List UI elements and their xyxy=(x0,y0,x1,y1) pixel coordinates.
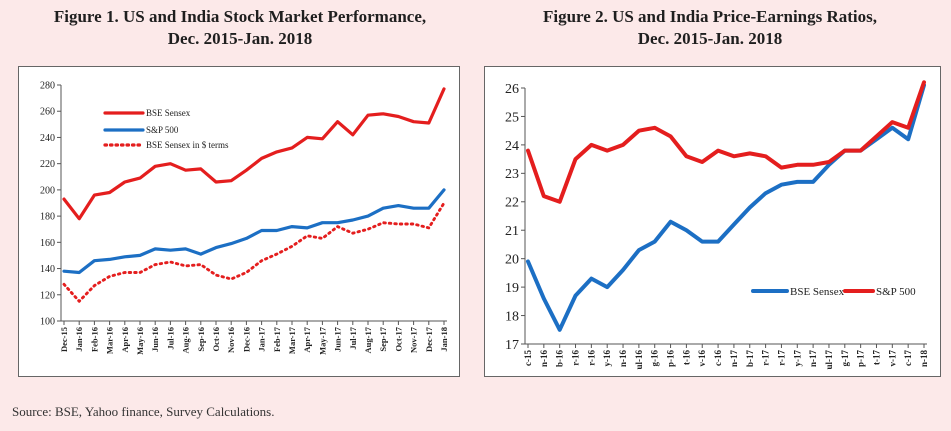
fig1-x-tick-label: May-16 xyxy=(135,327,145,355)
fig1-legend-label-1: S&P 500 xyxy=(146,125,179,135)
fig2-x-tick-label: n-16 xyxy=(539,350,549,368)
fig2-x-tick-label: p-17 xyxy=(856,350,866,368)
fig2-y-tick-label: 17 xyxy=(505,338,519,353)
figure1-title-line2: Dec. 2015-Jan. 2018 xyxy=(167,29,313,48)
fig2-x-tick-label: p-16 xyxy=(666,350,676,368)
fig1-x-tick-label: Dec-16 xyxy=(241,327,251,352)
fig2-y-tick-label: 25 xyxy=(505,110,519,125)
fig2-y-tick-label: 20 xyxy=(505,253,519,268)
fig1-x-tick-label: Jul-17 xyxy=(348,326,358,349)
fig1-x-tick-label: Jun-16 xyxy=(150,327,160,352)
figure2-title: Figure 2. US and India Price-Earnings Ra… xyxy=(485,6,935,50)
fig2-x-tick-label: c-15 xyxy=(523,350,533,366)
fig1-x-tick-label: Jul-16 xyxy=(165,327,175,350)
fig2-x-tick-label: r-17 xyxy=(776,350,786,366)
fig1-y-tick-label: 200 xyxy=(40,185,55,196)
fig1-series-0-line xyxy=(62,87,446,221)
fig2-x-tick-label: v-16 xyxy=(697,350,707,367)
fig1-y-tick-label: 260 xyxy=(40,107,55,118)
figure2-title-line2: Dec. 2015-Jan. 2018 xyxy=(637,29,783,48)
fig2-x-tick-label: ul-16 xyxy=(634,350,644,370)
fig1-x-tick-label: Nov-17 xyxy=(409,326,419,353)
fig2-x-tick-label: c-16 xyxy=(713,350,723,366)
fig2-x-tick-label: c-17 xyxy=(903,350,913,366)
fig1-x-tick-label: Nov-16 xyxy=(226,327,236,353)
figure2-title-line1: Figure 2. US and India Price-Earnings Ra… xyxy=(542,7,878,26)
fig2-y-tick-label: 23 xyxy=(505,167,519,182)
fig2-x-tick-label: ul-17 xyxy=(824,350,834,370)
fig1-x-tick-label: Apr-17 xyxy=(302,326,312,352)
fig2-x-tick-label: b-17 xyxy=(745,350,755,368)
fig1-y-tick-label: 240 xyxy=(40,133,55,144)
fig2-x-tick-label: y-16 xyxy=(602,350,612,367)
fig1-y-tick-label: 180 xyxy=(40,212,55,223)
fig1-x-tick-label: Dec-17 xyxy=(424,326,434,352)
fig2-x-tick-label: t-16 xyxy=(681,350,691,365)
figure2-panel: 17 18 19 20 21 22 23 24 25 26 c-15 n-16 b-16 r-16 r-16… xyxy=(484,66,941,377)
fig2-y-tick-label: 24 xyxy=(505,139,519,154)
fig1-x-tick-label: Mar-16 xyxy=(105,327,115,354)
fig1-x-tick-label: Mar-17 xyxy=(287,326,297,354)
fig2-x-tick-label: b-16 xyxy=(555,350,565,368)
fig1-y-tick-label: 280 xyxy=(40,81,55,92)
fig2-y-tick-label: 22 xyxy=(505,196,519,211)
fig1-x-tick-label: Jan-18 xyxy=(439,327,449,352)
figure2-chart: 17 18 19 20 21 22 23 24 25 26 c-15 n-16 b-16 r-16 r-16… xyxy=(505,80,929,370)
fig1-x-tick-label: Feb-16 xyxy=(89,327,99,352)
fig2-x-tick-label: r-16 xyxy=(571,350,581,366)
fig2-y-tick-label: 21 xyxy=(505,224,519,239)
fig2-x-tick-label: y-17 xyxy=(792,350,802,367)
fig1-x-tick-label: Oct-16 xyxy=(211,327,221,352)
fig1-x-tick-label: Jan-16 xyxy=(74,327,84,352)
fig1-x-tick-label: Apr-16 xyxy=(120,327,130,353)
fig1-x-tick-label: Aug-17 xyxy=(363,326,373,353)
fig1-series-1-line xyxy=(62,188,446,275)
fig2-y-tick-label: 18 xyxy=(505,309,519,324)
fig1-x-tick-label: Jan-17 xyxy=(257,326,267,351)
fig2-x-tick-label: n-16 xyxy=(618,350,628,368)
fig2-x-tick-label: g-17 xyxy=(840,350,850,367)
fig2-x-tick-label: v-17 xyxy=(887,350,897,367)
fig1-x-tick-label: Sep-17 xyxy=(378,326,388,351)
figure1-chart: 100 120 140 160 180 200 220 240 260 280 Dec-15 Jan-… xyxy=(40,81,449,355)
fig2-x-tick-label: r-17 xyxy=(761,350,771,366)
fig1-x-tick-label: Sep-16 xyxy=(196,327,206,352)
fig2-x-tick-label: n-17 xyxy=(729,350,739,368)
fig1-series-2-line xyxy=(62,201,446,303)
source-note: Source: BSE, Yahoo finance, Survey Calcu… xyxy=(12,404,275,419)
figure1-title-line1: Figure 1. US and India Stock Market Perf… xyxy=(53,7,427,26)
fig1-x-tick-label: Oct-17 xyxy=(393,326,403,351)
fig2-series-0-line xyxy=(526,83,926,332)
fig1-y-tick-label: 120 xyxy=(40,290,55,301)
fig1-legend-label-2: BSE Sensex in $ terms xyxy=(146,140,229,150)
fig2-series-1-line xyxy=(526,80,926,204)
figure1-title: Figure 1. US and India Stock Market Perf… xyxy=(20,6,460,50)
fig2-x-tick-label: n-17 xyxy=(808,350,818,368)
fig1-y-tick-label: 100 xyxy=(40,317,55,328)
fig1-x-tick-label: Jun-17 xyxy=(333,326,343,352)
fig1-legend-label-0: BSE Sensex xyxy=(146,108,191,118)
fig2-y-tick-label: 19 xyxy=(505,281,519,296)
fig2-x-tick-label: r-16 xyxy=(586,350,596,366)
fig2-y-tick-label: 26 xyxy=(505,82,519,97)
fig2-legend-label-0: BSE Sensex xyxy=(790,286,845,298)
fig1-y-tick-label: 140 xyxy=(40,264,55,275)
fig1-x-tick-label: Feb-17 xyxy=(272,326,282,352)
fig1-y-tick-label: 220 xyxy=(40,159,55,170)
fig2-legend-label-1: S&P 500 xyxy=(876,286,916,298)
fig2-x-tick-label: g-16 xyxy=(650,350,660,367)
fig1-y-tick-label: 160 xyxy=(40,238,55,249)
fig2-x-tick-label: n-18 xyxy=(919,350,929,368)
fig1-x-tick-label: Dec-15 xyxy=(59,327,69,352)
fig2-x-tick-label: t-17 xyxy=(871,350,881,365)
fig1-x-tick-label: May-17 xyxy=(317,326,327,355)
figure1-panel: 100 120 140 160 180 200 220 240 260 280 Dec-15 Jan-… xyxy=(18,66,460,377)
fig1-x-tick-label: Aug-16 xyxy=(181,327,191,353)
